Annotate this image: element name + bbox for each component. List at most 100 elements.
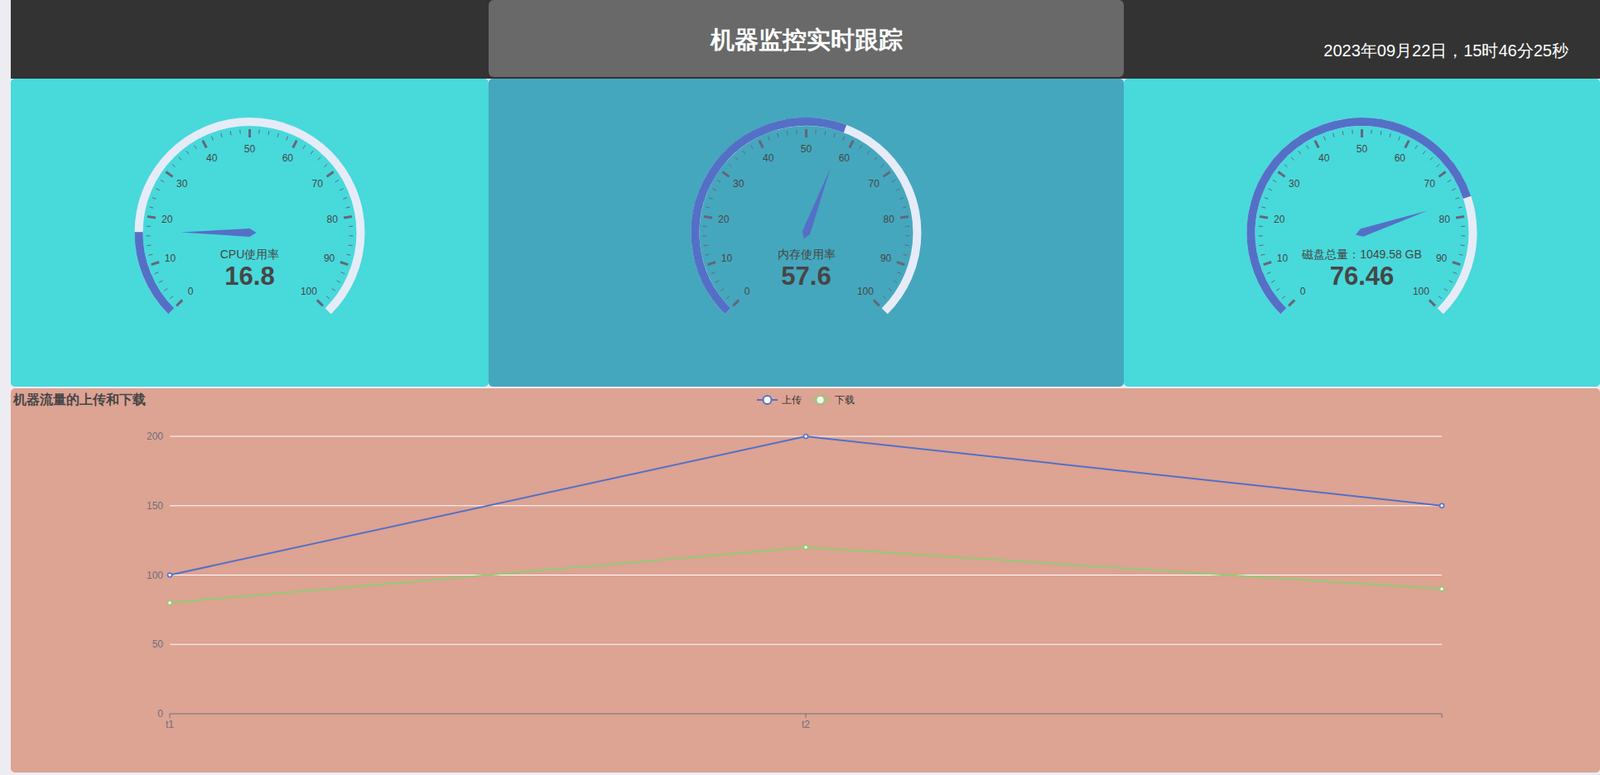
gauge-panel: 0102030405060708090100内存使用率57.6: [488, 78, 1124, 387]
y-tick-label: 100: [146, 569, 164, 582]
minor-tick: [341, 272, 346, 275]
title-box: 机器监控实时跟踪: [488, 0, 1124, 78]
tick-label: 90: [880, 252, 892, 265]
tick-label: 10: [164, 252, 177, 265]
series-point: [168, 601, 173, 606]
series-point: [1440, 587, 1445, 592]
minor-tick: [902, 207, 907, 208]
major-tick: [759, 140, 764, 149]
tick-label: 80: [883, 213, 896, 226]
tick-label: 30: [732, 178, 745, 190]
series-point: [804, 545, 809, 550]
plot-area: [168, 434, 1445, 606]
major-tick: [804, 129, 808, 138]
minor-tick: [843, 136, 845, 141]
x-tick-label: t1: [165, 718, 174, 731]
minor-tick: [742, 150, 746, 155]
major-tick: [708, 262, 717, 266]
major-tick: [1452, 262, 1461, 266]
minor-tick: [1342, 130, 1345, 135]
minor-tick: [712, 188, 717, 191]
gauge-value: 76.46: [1330, 261, 1395, 291]
minor-tick: [899, 197, 904, 200]
gauge-progress: [695, 121, 846, 312]
gauge-axis: [139, 121, 362, 312]
minor-tick: [1460, 226, 1466, 227]
line-panel: 机器流量的上传和下载050100150200t1t2上传下载: [10, 388, 1600, 773]
minor-tick: [146, 226, 151, 227]
x-tick: [805, 713, 807, 719]
minor-tick: [728, 163, 733, 167]
gauge-panel: 0102030405060708090100CPU使用率16.8: [10, 78, 489, 387]
minor-tick: [905, 235, 910, 237]
minor-tick: [735, 157, 738, 161]
tick-label: 10: [721, 252, 733, 265]
minor-tick: [1261, 254, 1266, 256]
gauge-axis: [1251, 121, 1474, 312]
minor-tick: [705, 207, 710, 208]
minor-tick: [267, 130, 270, 135]
minor-tick: [346, 254, 352, 256]
minor-tick: [221, 133, 222, 138]
minor-tick: [1438, 295, 1442, 299]
minor-tick: [905, 245, 910, 247]
minor-tick: [1415, 144, 1418, 149]
minor-tick: [326, 295, 330, 299]
minor-tick: [814, 130, 816, 135]
minor-tick: [708, 197, 714, 200]
minor-tick: [1267, 272, 1272, 275]
y-tick-label: 0: [157, 708, 164, 720]
minor-tick: [146, 245, 151, 247]
major-tick: [248, 129, 251, 138]
minor-tick: [1451, 188, 1456, 191]
major-tick: [732, 299, 739, 306]
minor-tick: [1389, 133, 1391, 138]
minor-tick: [339, 188, 344, 191]
minor-tick: [711, 272, 716, 275]
minor-tick: [1264, 197, 1269, 200]
minor-tick: [258, 130, 260, 135]
tick-label: 100: [857, 285, 874, 298]
minor-tick: [874, 157, 878, 161]
minor-tick: [1430, 157, 1433, 161]
minor-tick: [1267, 188, 1273, 191]
major-tick: [293, 140, 298, 149]
minor-tick: [1261, 207, 1266, 208]
tick-label: 50: [1356, 143, 1369, 155]
minor-tick: [795, 130, 797, 135]
gauge-panel: 0102030405060708090100磁盘总量：1049.58 GB76.…: [1123, 78, 1600, 387]
minor-tick: [1298, 150, 1302, 155]
tick-label: 90: [1436, 252, 1448, 265]
major-tick: [151, 262, 160, 266]
minor-tick: [163, 288, 168, 291]
gauge-value: 16.8: [224, 261, 275, 291]
tick-label: 50: [244, 143, 256, 155]
minor-tick: [1276, 288, 1280, 291]
minor-tick: [1284, 163, 1288, 167]
minor-tick: [146, 235, 151, 237]
chart-title: 机器流量的上传和下载: [12, 391, 146, 407]
minor-tick: [332, 288, 336, 291]
minor-tick: [1460, 245, 1466, 247]
minor-tick: [1455, 197, 1460, 200]
minor-tick: [1453, 272, 1458, 275]
legend: 上传下载: [756, 394, 855, 406]
minor-tick: [194, 144, 198, 149]
minor-tick: [824, 130, 826, 135]
legend-label: 上传: [781, 394, 802, 406]
minor-tick: [1351, 130, 1353, 135]
minor-tick: [348, 235, 353, 237]
x-tick-label: t2: [801, 718, 810, 731]
minor-tick: [1436, 163, 1441, 167]
gauge-svg: 0102030405060708090100CPU使用率16.8: [10, 78, 489, 387]
major-tick: [1315, 140, 1320, 149]
minor-tick: [867, 150, 870, 155]
minor-tick: [833, 133, 835, 138]
tick-label: 70: [1424, 178, 1437, 190]
tick-label: 40: [762, 152, 775, 164]
minor-tick: [903, 254, 908, 256]
x-tick: [1441, 713, 1443, 719]
gauge-value: 57.6: [780, 261, 831, 291]
minor-tick: [1271, 280, 1275, 283]
minor-tick: [154, 272, 160, 275]
